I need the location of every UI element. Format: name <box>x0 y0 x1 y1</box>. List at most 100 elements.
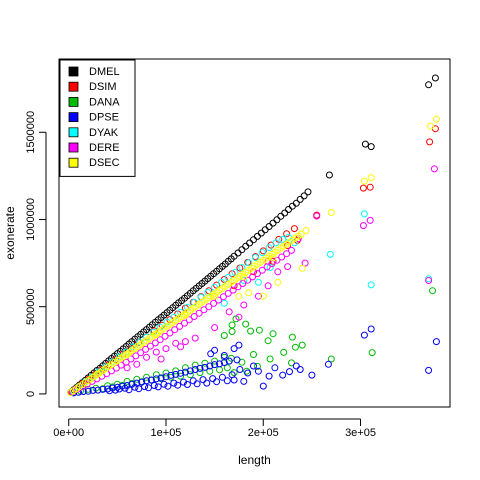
data-point <box>123 382 131 389</box>
data-point <box>172 339 180 347</box>
data-point <box>244 369 252 377</box>
data-point <box>250 362 257 370</box>
data-point <box>367 174 375 182</box>
data-point <box>154 383 162 391</box>
data-point <box>265 244 273 252</box>
data-point <box>211 324 219 332</box>
data-point <box>425 277 433 284</box>
data-point <box>170 379 178 387</box>
data-point <box>230 369 238 377</box>
data-point <box>242 320 250 328</box>
data-point <box>283 230 291 238</box>
data-point <box>224 289 232 297</box>
legend-item: DANA <box>68 96 120 108</box>
data-point <box>219 293 227 301</box>
data-point <box>265 372 273 380</box>
series-dpse <box>70 325 440 397</box>
data-point <box>432 115 440 123</box>
data-point <box>166 329 174 337</box>
data-point <box>183 381 191 388</box>
data-point <box>298 264 306 272</box>
series-dsec <box>67 115 440 396</box>
data-point <box>296 195 304 203</box>
y-axis-label: exonerate <box>3 206 17 260</box>
data-point <box>298 341 306 349</box>
data-point <box>296 366 304 373</box>
data-point <box>432 338 440 346</box>
data-point <box>255 326 263 334</box>
data-point <box>205 303 213 311</box>
data-points-layer <box>67 74 440 397</box>
data-point <box>368 349 376 357</box>
data-point <box>431 74 439 82</box>
data-point <box>290 225 298 233</box>
data-point <box>157 355 165 363</box>
data-point <box>193 380 201 388</box>
legend-swatch <box>68 142 79 153</box>
data-point <box>254 367 262 375</box>
data-point <box>360 177 368 185</box>
data-point <box>264 337 272 345</box>
data-point <box>245 259 253 267</box>
data-point <box>259 382 267 390</box>
y-tick-label: 500000 <box>25 288 37 325</box>
data-point <box>147 376 155 384</box>
legend-label: DYAK <box>89 127 119 139</box>
legend-item: DYAK <box>68 127 119 139</box>
data-point <box>143 353 150 361</box>
data-point <box>252 254 259 261</box>
data-point <box>160 380 168 388</box>
legend-label: DSIM <box>89 81 117 93</box>
data-point <box>167 371 175 379</box>
legend-swatch <box>68 97 79 107</box>
data-point <box>324 360 332 368</box>
data-point <box>220 332 228 339</box>
data-point <box>177 372 185 380</box>
data-point <box>426 138 434 146</box>
data-point <box>181 338 189 346</box>
data-point <box>253 362 261 370</box>
data-point <box>327 209 335 216</box>
data-point <box>215 296 222 304</box>
data-point <box>177 308 185 316</box>
data-point <box>266 355 274 363</box>
data-point <box>258 266 266 274</box>
x-tick-label: 0e+00 <box>53 427 84 439</box>
data-point <box>210 299 218 307</box>
data-point <box>206 362 214 370</box>
data-point <box>359 222 367 230</box>
data-point <box>427 122 434 130</box>
data-point <box>171 326 179 334</box>
data-point <box>152 331 160 339</box>
data-point <box>300 192 308 200</box>
data-point <box>181 311 189 319</box>
legend-swatch <box>68 127 79 138</box>
data-point <box>177 369 185 377</box>
data-point <box>146 342 154 350</box>
data-point <box>127 355 135 363</box>
data-point <box>89 386 97 394</box>
data-point <box>99 385 107 393</box>
data-point <box>325 171 333 179</box>
data-point <box>228 328 236 335</box>
data-point <box>253 270 261 278</box>
data-point <box>367 281 375 289</box>
data-point <box>135 385 143 393</box>
data-point <box>131 383 139 391</box>
plot-frame <box>58 58 451 408</box>
data-point <box>211 346 219 354</box>
data-point <box>125 386 133 394</box>
data-point <box>220 359 228 366</box>
data-point <box>308 371 316 379</box>
y-tick-label: 1500000 <box>25 111 37 154</box>
data-point <box>230 376 238 384</box>
data-point <box>269 330 277 338</box>
data-point <box>238 264 246 271</box>
data-point <box>235 292 243 300</box>
legend: DMEL DSIM DANA DPSE DYAK DERE DSEC <box>59 59 136 177</box>
data-point <box>196 369 204 377</box>
data-point <box>200 306 208 314</box>
data-point <box>172 370 180 378</box>
data-point <box>94 386 102 394</box>
data-point <box>240 273 248 281</box>
